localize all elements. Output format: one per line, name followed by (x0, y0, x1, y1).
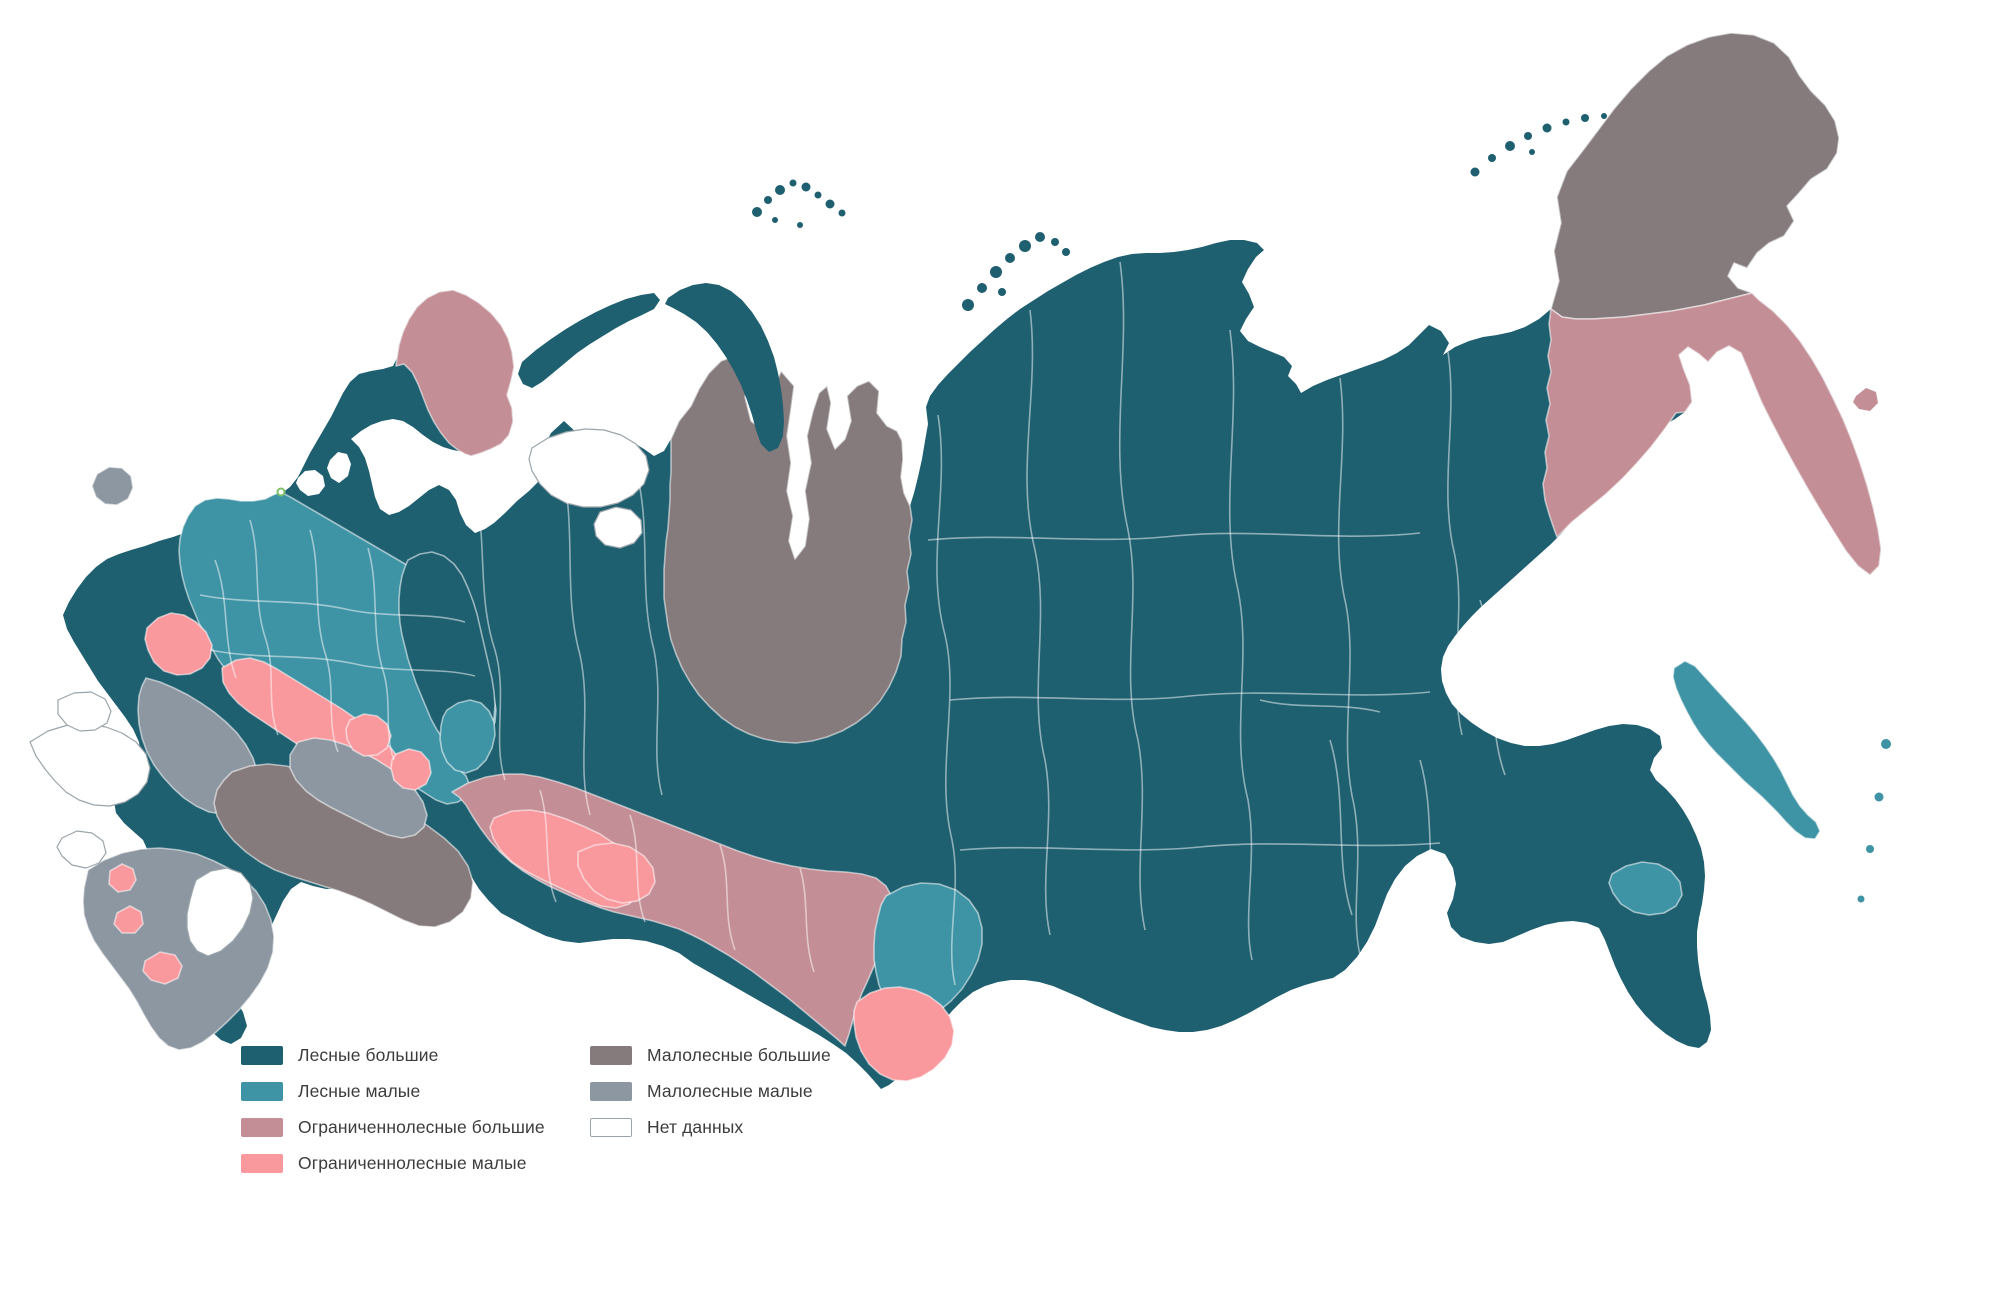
region-nenets-2 (593, 506, 643, 549)
legend-item-no-data: Нет данных (590, 1117, 831, 1137)
legend-swatch-forest-small (241, 1082, 283, 1101)
legend-item-limited-small: Ограниченнолесные малые (241, 1153, 545, 1173)
legend-swatch-forest-large (241, 1046, 283, 1065)
legend-item-forest-small: Лесные малые (241, 1081, 545, 1101)
region-nenets-1 (528, 428, 650, 508)
region-chukotka (1550, 32, 1840, 320)
region-pskov (144, 612, 213, 676)
region-magadan-kamchatka (1542, 292, 1882, 576)
region-adygea (108, 863, 137, 893)
region-borders (199, 261, 1715, 986)
legend-item-lowforest-large: Малолесные большие (590, 1045, 831, 1065)
legend-item-lowforest-small: Малолесные малые (590, 1081, 831, 1101)
region-wrangel-island (1698, 37, 1741, 67)
legend-label-forest-small: Лесные малые (298, 1081, 421, 1101)
region-murmansk (395, 289, 515, 457)
region-jewish-ao (1608, 861, 1683, 916)
legend-label-lowforest-large: Малолесные большие (647, 1045, 831, 1065)
region-caucasus-salmon-2 (113, 905, 144, 934)
lake-ladoga (296, 470, 325, 496)
legend-swatch-limited-small (241, 1154, 283, 1173)
region-crimea (56, 830, 107, 869)
legend-label-forest-large: Лесные большие (298, 1045, 439, 1065)
region-volga-salmon-2 (390, 748, 432, 791)
region-udmurtia (439, 699, 496, 774)
region-caucasus-salmon-3 (142, 951, 183, 985)
region-novaya-zemlya-north (665, 283, 784, 452)
region-altai-republic (853, 986, 955, 1082)
region-novaya-zemlya-south (518, 293, 660, 388)
legend-column-2: Малолесные большие Малолесные малые Нет … (590, 1045, 831, 1154)
legend-swatch-lowforest-large (590, 1046, 632, 1065)
legend-swatch-lowforest-small (590, 1082, 632, 1101)
legend-label-limited-large: Ограниченнолесные большие (298, 1117, 545, 1137)
legend-column-1: Лесные большие Лесные малые Ограниченнол… (241, 1045, 545, 1190)
lake-onega (327, 452, 351, 483)
region-new-siberian-islands (1470, 113, 1607, 177)
legend-swatch-no-data (590, 1118, 632, 1137)
region-sakhalin (1672, 660, 1821, 840)
region-kalmykia (186, 867, 254, 957)
legend-item-limited-large: Ограниченнолесные большие (241, 1117, 545, 1137)
region-omsk-salmon (577, 842, 656, 904)
legend-swatch-limited-large (241, 1118, 283, 1137)
region-kaliningrad (91, 466, 134, 506)
region-kuril-islands (1857, 739, 1891, 903)
legend-label-lowforest-small: Малолесные малые (647, 1081, 813, 1101)
region-nodata-ukraine-1 (29, 723, 151, 807)
region-severnaya-zemlya (962, 232, 1070, 311)
region-franz-josef-land (752, 179, 846, 228)
spb-marker (276, 487, 286, 497)
region-nodata-ukraine-2 (57, 691, 112, 732)
legend-label-no-data: Нет данных (647, 1117, 744, 1137)
legend-label-limited-small: Ограниченнолесные малые (298, 1153, 527, 1173)
region-karaginsky-island (1853, 388, 1878, 411)
region-yamal (663, 355, 913, 744)
region-volga-salmon-1 (345, 713, 392, 757)
legend-item-forest-large: Лесные большие (241, 1045, 545, 1065)
